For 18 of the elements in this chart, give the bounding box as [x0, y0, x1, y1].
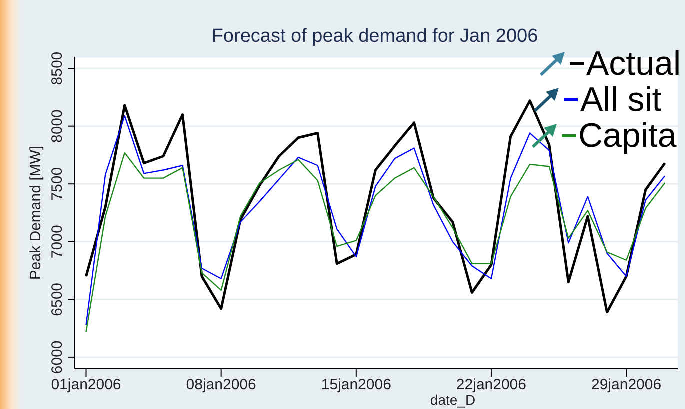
line-series [86, 152, 666, 333]
x-tick-label: 01jan2006 [51, 376, 122, 394]
legend-label: Actual [586, 45, 681, 83]
y-axis-title: Peak Demand [MW] [28, 146, 44, 280]
chart-title: Forecast of peak demand for Jan 2006 [212, 26, 538, 47]
x-axis-title: date_D [429, 392, 476, 408]
legend-label: Capita [578, 117, 677, 155]
y-tick-label: 6500 [49, 282, 66, 316]
y-tick-label: 7000 [49, 225, 66, 259]
y-tick-label: 8000 [49, 110, 66, 144]
x-tick-label: 08jan2006 [186, 376, 256, 394]
y-tick-label: 8500 [49, 52, 66, 86]
y-tick-label: 6000 [49, 340, 66, 374]
legend-label: All sit [580, 81, 662, 119]
x-tick-label: 22jan2006 [456, 376, 527, 394]
x-tick-label: 29jan2006 [592, 376, 662, 394]
y-tick-label: 7500 [49, 167, 66, 201]
x-tick-label: 15jan2006 [321, 376, 392, 394]
